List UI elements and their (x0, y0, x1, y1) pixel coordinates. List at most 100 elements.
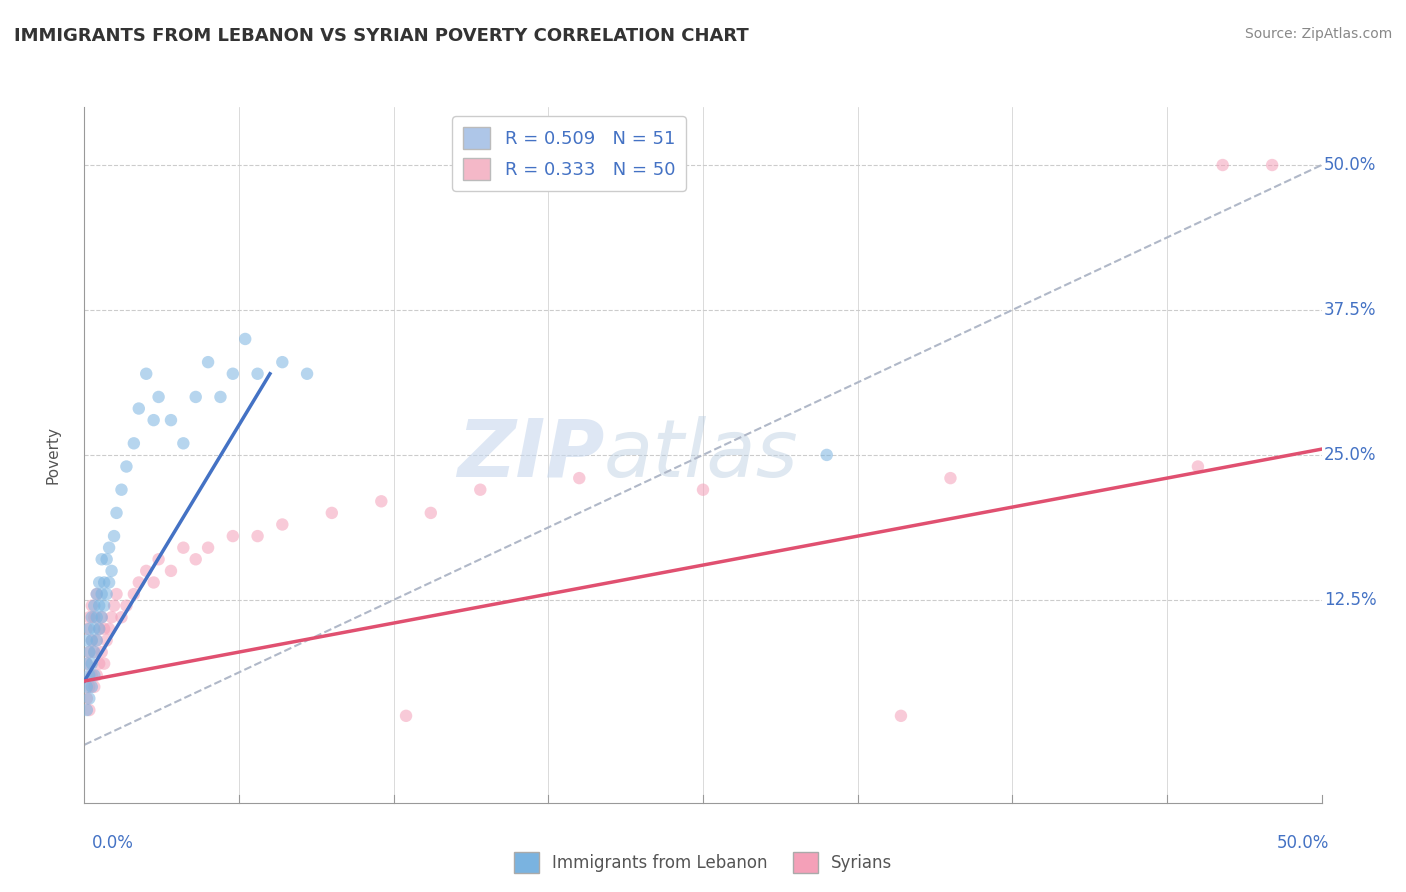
Point (80, 680, 103, 694)
Legend: Immigrants from Lebanon, Syrians: Immigrants from Lebanon, Syrians (508, 846, 898, 880)
Point (295, 367, 318, 381)
Text: IMMIGRANTS FROM LEBANON VS SYRIAN POVERTY CORRELATION CHART: IMMIGRANTS FROM LEBANON VS SYRIAN POVERT… (14, 27, 749, 45)
Point (1212, 158, 1234, 172)
Point (395, 708, 418, 723)
Point (110, 483, 132, 497)
Point (79, 610, 101, 624)
Point (100, 564, 122, 578)
Point (93, 657, 115, 671)
Point (1187, 459, 1209, 474)
Point (209, 390, 232, 404)
Point (79, 645, 101, 659)
Point (148, 552, 170, 566)
Point (86, 587, 108, 601)
Point (148, 390, 170, 404)
Point (271, 517, 294, 532)
Text: Source: ZipAtlas.com: Source: ZipAtlas.com (1244, 27, 1392, 41)
Point (135, 564, 157, 578)
Point (160, 413, 183, 427)
Point (233, 332, 256, 346)
Point (105, 587, 128, 601)
Point (197, 355, 219, 369)
Point (96, 587, 118, 601)
Point (172, 436, 194, 450)
Point (79, 622, 101, 636)
Point (79, 703, 101, 717)
Point (76, 657, 98, 671)
Point (89, 599, 111, 613)
Point (76, 691, 98, 706)
Point (142, 575, 165, 590)
Text: 37.5%: 37.5% (1324, 301, 1376, 319)
Point (86, 633, 108, 648)
Point (86, 633, 108, 648)
Point (89, 622, 111, 636)
Point (79, 668, 101, 682)
Point (76, 703, 98, 717)
Text: Poverty: Poverty (46, 425, 60, 484)
Point (76, 633, 98, 648)
Point (83, 680, 105, 694)
Point (122, 587, 145, 601)
Point (86, 668, 108, 682)
Point (86, 587, 108, 601)
Point (222, 367, 245, 381)
Point (197, 541, 219, 555)
Point (76, 657, 98, 671)
Point (890, 708, 912, 723)
Point (90, 587, 112, 601)
Point (184, 552, 207, 566)
Point (83, 622, 105, 636)
Point (142, 413, 165, 427)
Point (135, 367, 157, 381)
Point (79, 680, 101, 694)
Point (83, 668, 105, 682)
Point (89, 622, 111, 636)
Text: 50.0%: 50.0% (1324, 156, 1376, 174)
Point (76, 622, 98, 636)
Point (160, 564, 183, 578)
Point (222, 529, 245, 543)
Point (105, 506, 128, 520)
Point (103, 529, 125, 543)
Text: 0.0%: 0.0% (91, 834, 134, 852)
Point (90, 645, 112, 659)
Point (96, 633, 118, 648)
Point (90, 610, 112, 624)
Point (184, 390, 207, 404)
Point (90, 552, 112, 566)
Point (321, 506, 343, 520)
Point (110, 610, 132, 624)
Point (83, 599, 105, 613)
Point (86, 610, 108, 624)
Point (1261, 158, 1284, 172)
Point (80, 633, 103, 648)
Point (96, 552, 118, 566)
Point (815, 448, 838, 462)
Point (98, 541, 121, 555)
Point (93, 599, 115, 613)
Point (370, 494, 392, 508)
Point (83, 645, 105, 659)
Point (76, 680, 98, 694)
Text: 50.0%: 50.0% (1277, 834, 1329, 852)
Text: 25.0%: 25.0% (1324, 446, 1376, 464)
Point (271, 355, 294, 369)
Legend: R = 0.509   N = 51, R = 0.333   N = 50: R = 0.509 N = 51, R = 0.333 N = 50 (453, 116, 686, 191)
Point (128, 401, 150, 416)
Point (80, 599, 103, 613)
Point (90, 610, 112, 624)
Point (470, 483, 492, 497)
Point (115, 599, 138, 613)
Text: atlas: atlas (605, 416, 799, 494)
Point (115, 459, 138, 474)
Point (172, 541, 194, 555)
Point (89, 575, 111, 590)
Point (568, 471, 591, 485)
Point (83, 610, 105, 624)
Point (100, 610, 122, 624)
Point (939, 471, 962, 485)
Point (79, 645, 101, 659)
Point (80, 610, 103, 624)
Point (122, 436, 145, 450)
